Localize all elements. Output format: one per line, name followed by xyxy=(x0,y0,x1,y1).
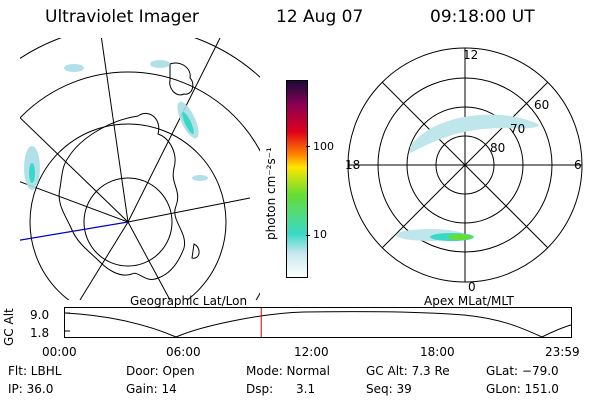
lat-circle xyxy=(29,123,227,300)
mlat-label-70: 70 xyxy=(510,122,525,136)
time-tick-0600: 06:00 xyxy=(166,345,201,359)
colorbar-tick-10: 10 xyxy=(313,228,327,241)
geographic-map-label: Geographic Lat/Lon xyxy=(130,294,248,308)
colorbar-tick xyxy=(306,235,310,236)
time-label: 09:18:00 UT xyxy=(430,7,535,27)
door-status: Door: Open xyxy=(126,364,195,378)
geographic-map xyxy=(20,38,260,300)
ip-status: IP: 36.0 xyxy=(8,382,54,396)
lat-circle xyxy=(20,71,260,300)
glat-status: GLat: −79.0 xyxy=(486,364,559,378)
polar-map-label: Apex MLat/MLT xyxy=(424,294,514,308)
date-label: 12 Aug 07 xyxy=(276,7,364,27)
time-tick-1800: 18:00 xyxy=(420,345,455,359)
mlt-label-12: 12 xyxy=(463,48,478,62)
lat-circle xyxy=(20,38,260,78)
colorbar xyxy=(286,80,308,278)
dsp-status: Dsp: 3.1 xyxy=(246,382,316,396)
filter-status: Flt: LBHL xyxy=(8,364,62,378)
glon-status: GLon: 151.0 xyxy=(486,382,559,396)
mlat-label-60: 60 xyxy=(534,98,549,112)
seq-status: Seq: 39 xyxy=(366,382,412,396)
instrument-title: Ultraviolet Imager xyxy=(45,7,199,27)
mlt-label-18: 18 xyxy=(345,158,360,172)
gain-status: Gain: 14 xyxy=(126,382,177,396)
mlt-label-0: 0 xyxy=(468,280,476,294)
time-tick-2359: 23:59 xyxy=(545,345,580,359)
colorbar-unit-label: photon cm⁻²s⁻¹ xyxy=(264,147,278,240)
altitude-tick-1-8: 1.8 xyxy=(30,326,50,340)
colorbar-tick-100: 100 xyxy=(313,140,334,153)
colorbar-tick xyxy=(306,146,310,147)
time-tick-0000: 00:00 xyxy=(42,345,77,359)
time-tick-1200: 12:00 xyxy=(294,345,329,359)
altitude-plot xyxy=(64,307,572,338)
mlat-label-80: 80 xyxy=(490,141,505,155)
mode-status: Mode: Normal xyxy=(246,364,330,378)
altitude-tick-9: 9.0 xyxy=(30,308,50,322)
gc-alt-status: GC Alt: 7.3 Re xyxy=(366,364,450,378)
polar-mlt-plot: 12 18 6 0 60 70 80 xyxy=(345,47,583,294)
altitude-axis-label: GC Alt xyxy=(2,308,16,346)
mlt-label-6: 6 xyxy=(574,158,582,172)
lat-circle xyxy=(83,177,173,267)
